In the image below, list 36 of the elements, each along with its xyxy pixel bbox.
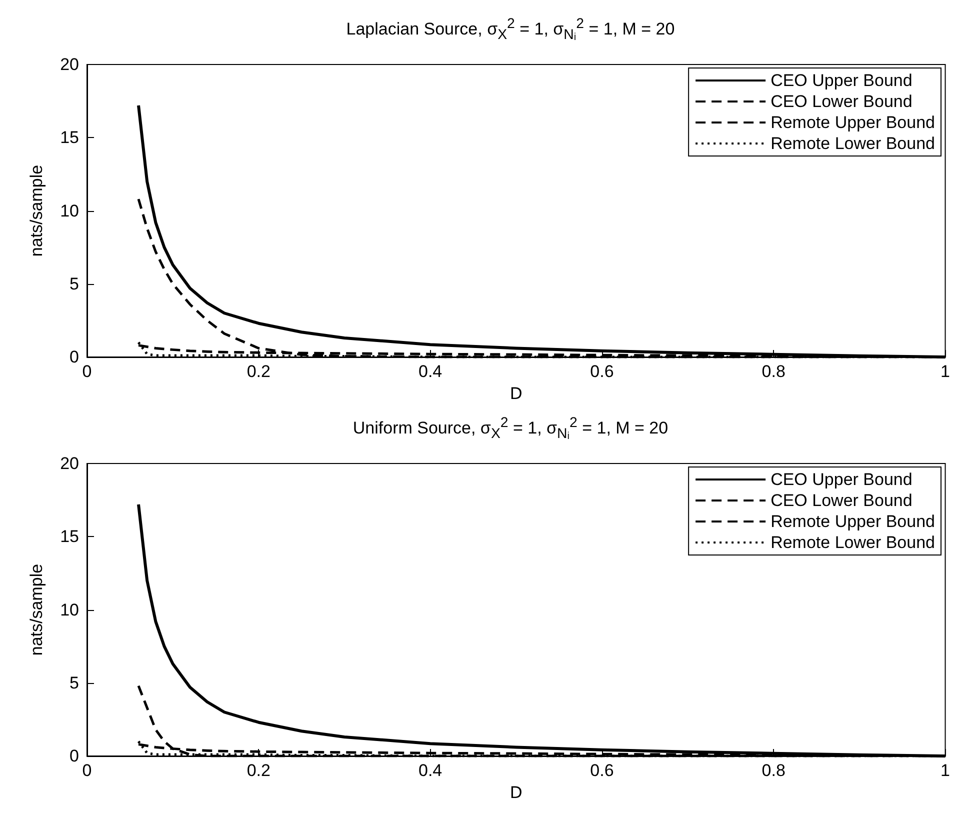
legend-label: Remote Upper Bound: [770, 113, 936, 132]
x-tick-label: 0.2: [246, 362, 270, 381]
x-tick-label: 0.6: [590, 761, 614, 780]
x-tick-label: 0: [82, 362, 92, 381]
x-tick-label: 0.6: [590, 362, 614, 381]
y-axis-title: nats/sample: [27, 564, 46, 656]
legend-label: CEO Upper Bound: [770, 470, 912, 489]
y-tick-label: 5: [70, 274, 79, 294]
chart-title: Laplacian Source, σ$_{X}$$^{2}$ = 1, σ$_{Nᵢ}$$^{2}$ = 1, M = 20: [345, 15, 676, 46]
x-tick-label: 1: [940, 761, 950, 780]
legend-label: Remote Lower Bound: [770, 134, 936, 153]
chart-title: Uniform Source, σ$_{X}$$^{2}$ = 1, σ$_{Nᵢ}$$^{2}$ = 1, M = 20: [352, 414, 670, 444]
x-tick-label: 1: [940, 362, 950, 381]
y-tick-label: 10: [60, 600, 79, 620]
legend-label: CEO Upper Bound: [770, 71, 912, 90]
y-tick-label: 15: [60, 527, 79, 546]
x-tick-label: 0.8: [762, 761, 786, 780]
y-axis-title: nats/sample: [27, 164, 46, 257]
x-tick-label: 0.8: [762, 362, 786, 381]
x-tick-label: 0.4: [418, 362, 442, 381]
legend-label: CEO Lower Bound: [770, 491, 912, 510]
y-tick-label: 0: [70, 348, 79, 366]
legend-label: CEO Lower Bound: [770, 92, 912, 111]
y-tick-label: 15: [60, 128, 79, 148]
legend-label: Remote Lower Bound: [770, 533, 936, 552]
x-tick-label: 0.4: [418, 761, 442, 780]
y-tick-label: 10: [60, 201, 79, 220]
y-tick-label: 20: [60, 55, 79, 74]
x-tick-label: 0.2: [246, 761, 270, 780]
y-tick-label: 20: [60, 454, 79, 473]
x-axis-title: D: [510, 782, 522, 802]
y-tick-label: 0: [70, 746, 79, 766]
x-tick-label: 0: [82, 761, 92, 780]
legend-label: Remote Upper Bound: [770, 512, 936, 531]
y-tick-label: 5: [70, 673, 79, 692]
x-axis-title: D: [510, 384, 522, 403]
